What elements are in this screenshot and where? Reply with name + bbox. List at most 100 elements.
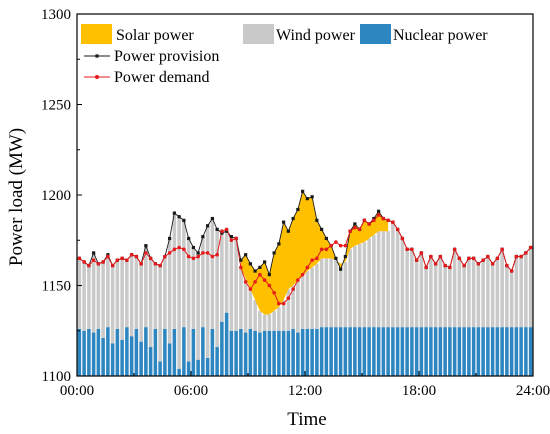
nuclear-bar <box>106 327 110 376</box>
power-demand-point <box>462 263 466 268</box>
nuclear-bar <box>248 328 253 376</box>
wind-bar <box>376 231 381 328</box>
wind-bar <box>481 260 485 328</box>
power-provision-point <box>315 218 319 222</box>
nuclear-bar <box>220 321 224 376</box>
wind-bar <box>134 256 139 329</box>
power-demand-point <box>258 272 262 277</box>
power-provision-point <box>168 236 172 241</box>
y-tick-label: 1200 <box>41 188 71 204</box>
wind-bar <box>158 265 162 362</box>
wind-bar <box>267 314 272 331</box>
legend-label: Solar power <box>116 27 194 44</box>
power-demand-point <box>286 296 291 300</box>
wind-bar <box>462 265 466 328</box>
power-demand-point <box>115 258 120 262</box>
nuclear-bar <box>438 327 443 376</box>
nuclear-bar <box>391 327 395 376</box>
x-tick-label: 00:00 <box>60 383 94 399</box>
wind-bar <box>367 238 371 328</box>
wind-bar <box>262 314 267 331</box>
power-demand-point <box>239 265 243 270</box>
wind-bar <box>433 263 438 328</box>
power-demand-point <box>319 247 324 252</box>
nuclear-bar <box>177 368 181 376</box>
power-demand-point <box>405 247 409 252</box>
wind-bar <box>319 258 324 328</box>
wind-bar <box>153 263 158 329</box>
power-provision-point <box>92 251 96 255</box>
x-tick-label: 06:00 <box>174 383 208 399</box>
power-provision-point <box>239 258 243 262</box>
legend-label: Power provision <box>114 48 219 65</box>
power-demand-point <box>277 301 281 306</box>
power-provision-point <box>187 236 191 241</box>
power-demand-point <box>96 261 101 266</box>
power-demand-point <box>272 290 276 295</box>
wind-bar <box>400 238 405 328</box>
power-demand-point <box>334 240 338 244</box>
nuclear-bar <box>405 327 409 376</box>
power-demand-point <box>129 252 134 257</box>
wind-bar <box>129 254 134 337</box>
power-demand-point <box>158 263 162 268</box>
power-provision-point <box>210 216 214 221</box>
power-provision-point <box>305 197 309 201</box>
power-demand-point <box>291 287 295 291</box>
y-tick-label: 1100 <box>42 369 71 385</box>
power-provision-point <box>182 218 186 222</box>
wind-bar <box>243 278 248 333</box>
power-demand-point <box>144 251 148 255</box>
wind-bar <box>414 260 419 328</box>
power-demand-point <box>367 222 371 226</box>
power-demand-point <box>400 236 405 241</box>
wind-bar <box>305 271 310 329</box>
nuclear-bar <box>239 328 243 376</box>
nuclear-bar <box>514 327 519 376</box>
wind-bar <box>372 234 376 328</box>
power-demand-point <box>410 247 414 252</box>
power-demand-point <box>495 256 500 261</box>
wind-bar <box>424 267 428 328</box>
nuclear-bar <box>286 330 291 376</box>
nuclear-bar <box>495 327 500 376</box>
wind-bar <box>310 267 314 329</box>
nuclear-bar <box>139 341 143 376</box>
wind-bar <box>106 254 110 328</box>
wind-bar <box>229 236 234 331</box>
nuclear-bar <box>500 327 504 376</box>
power-provision-point <box>267 273 271 277</box>
nuclear-bar <box>125 327 129 376</box>
power-provision-point <box>324 236 328 241</box>
power-provision-point <box>377 209 381 213</box>
series-markers <box>77 189 533 306</box>
nuclear-bar <box>462 327 466 376</box>
nuclear-bar <box>296 332 300 376</box>
x-tick-label: 12:00 <box>288 383 322 399</box>
nuclear-bar <box>272 330 276 376</box>
wind-bar <box>139 263 143 342</box>
power-demand-point <box>281 301 286 306</box>
power-demand-point <box>315 256 319 261</box>
wind-bar <box>196 252 200 360</box>
power-demand-point <box>452 247 457 252</box>
power-demand-point <box>386 218 390 223</box>
axes: 1100 1150 1200 1250 1300 00:00 06:00 12:00 18:00… <box>41 7 550 399</box>
wind-bar <box>77 258 82 329</box>
power-demand-point <box>148 256 153 261</box>
nuclear-bar <box>163 328 167 376</box>
nuclear-bar <box>196 359 200 376</box>
wind-bar <box>120 258 124 340</box>
nuclear-bar <box>400 327 405 376</box>
nuclear-bar <box>158 361 162 376</box>
nuclear-bar <box>87 328 91 376</box>
power-provision-point <box>201 235 205 239</box>
nuclear-bar <box>419 327 424 376</box>
wind-bar <box>528 247 533 328</box>
power-provision-point <box>277 242 281 246</box>
wind-bar <box>395 229 400 328</box>
power-provision-point <box>206 224 210 228</box>
power-provision-point <box>191 245 195 250</box>
nuclear-bar <box>210 328 215 376</box>
